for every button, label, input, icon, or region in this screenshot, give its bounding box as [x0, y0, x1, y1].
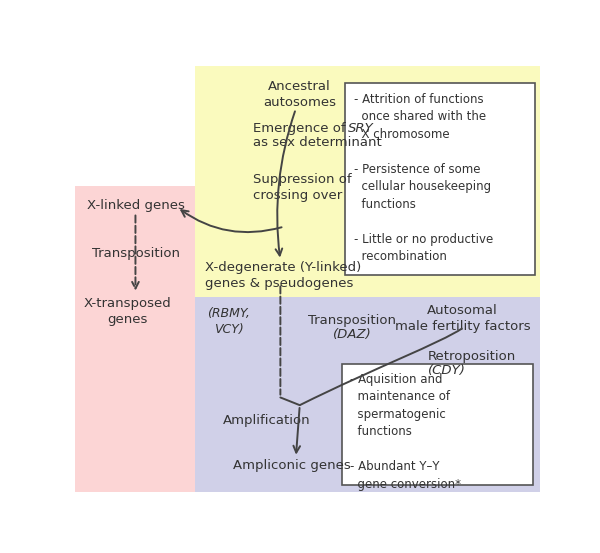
Text: (CDY): (CDY) [428, 363, 466, 377]
Text: (RBMY,
VCY): (RBMY, VCY) [207, 306, 250, 336]
Bar [195, 298, 540, 492]
Text: - Attrition of functions
  once shared with the
  X chromosome

- Persistence of: - Attrition of functions once shared wit… [354, 92, 493, 263]
Text: (DAZ): (DAZ) [333, 328, 372, 341]
Text: X-transposed
genes: X-transposed genes [84, 298, 172, 326]
Text: Suppression of
crossing over: Suppression of crossing over [253, 173, 352, 202]
Text: X-linked genes: X-linked genes [86, 199, 184, 212]
Text: Autosomal
male fertility factors: Autosomal male fertility factors [395, 304, 530, 332]
Text: X-degenerate (Y-linked)
genes & pseudogenes: X-degenerate (Y-linked) genes & pseudoge… [205, 261, 361, 290]
Text: Emergence of: Emergence of [253, 122, 350, 135]
Text: SRY: SRY [348, 122, 374, 135]
Bar [195, 66, 540, 301]
Text: Transposition: Transposition [308, 314, 397, 327]
Text: as sex determinant: as sex determinant [253, 135, 382, 149]
Text: Retroposition: Retroposition [428, 349, 516, 363]
Text: Ancestral
autosomes: Ancestral autosomes [263, 80, 336, 109]
Text: Ampliconic genes: Ampliconic genes [233, 459, 351, 472]
FancyBboxPatch shape [346, 82, 535, 275]
Text: - Aquisition and
  maintenance of
  spermatogenic
  functions

- Abundant Y–Y
  : - Aquisition and maintenance of spermato… [350, 373, 461, 491]
Text: Amplification: Amplification [223, 414, 311, 427]
Bar [75, 186, 195, 492]
FancyBboxPatch shape [341, 364, 533, 485]
Text: Transposition: Transposition [92, 247, 180, 260]
